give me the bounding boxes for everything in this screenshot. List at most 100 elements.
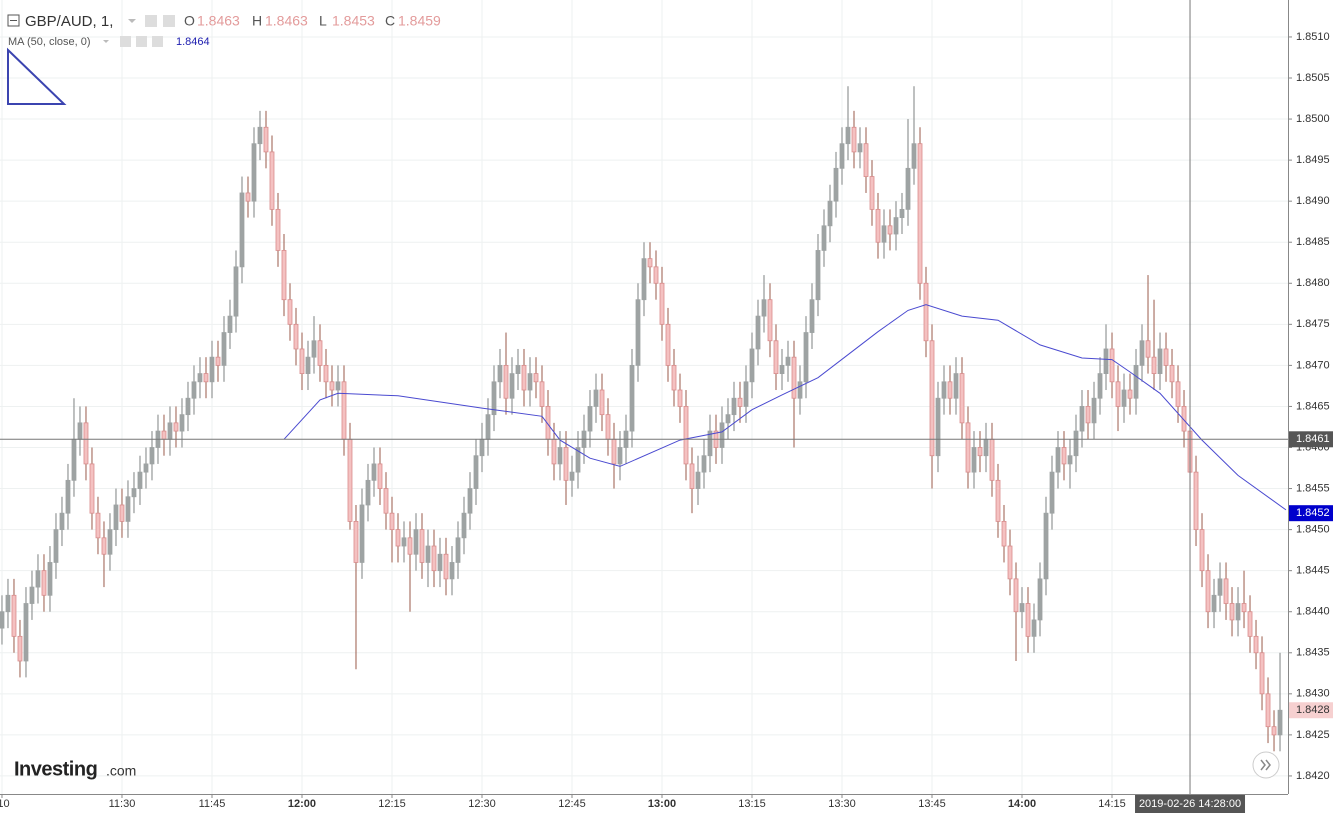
x-tick-label: 13:30 xyxy=(828,798,856,810)
candle-body xyxy=(761,299,767,317)
x-tick-label: 12:15 xyxy=(378,798,406,810)
candle-body xyxy=(1151,356,1157,374)
candle-body xyxy=(1067,455,1073,465)
candle-body xyxy=(689,463,695,489)
candle-body xyxy=(1007,545,1013,580)
candle-body xyxy=(1247,611,1253,637)
eye-icon[interactable] xyxy=(145,15,157,27)
candle-body xyxy=(257,126,263,145)
candle-body xyxy=(317,340,323,366)
candle-body xyxy=(701,455,707,473)
ma-label: MA (50, close, 0) xyxy=(8,36,91,48)
y-tick-label: 1.8420 xyxy=(1296,770,1330,782)
candle-body xyxy=(395,529,401,547)
candle-body xyxy=(599,389,605,416)
candle-body xyxy=(275,208,281,251)
candle-body xyxy=(551,438,557,465)
candle-body xyxy=(845,126,851,145)
y-tick-label: 1.8480 xyxy=(1296,277,1330,289)
y-tick-label: 1.8435 xyxy=(1296,647,1330,659)
candle-body xyxy=(953,373,959,399)
y-tick-label: 1.8465 xyxy=(1296,400,1330,412)
collapse-icon[interactable] xyxy=(7,14,20,27)
candle-body xyxy=(1271,726,1277,736)
candle-body xyxy=(617,447,623,465)
candle-body xyxy=(137,471,143,489)
ma-last-price-box xyxy=(1289,505,1333,522)
y-tick-label: 1.8455 xyxy=(1296,482,1330,494)
candle-body xyxy=(1043,512,1049,580)
candle-body xyxy=(1109,348,1115,383)
scroll-button[interactable] xyxy=(1252,751,1280,779)
last-price-box xyxy=(1289,702,1333,719)
candle-body xyxy=(641,258,647,301)
candle-body xyxy=(569,471,575,481)
candle-body xyxy=(83,422,89,465)
candle-body xyxy=(779,364,785,374)
candle-body xyxy=(521,364,527,391)
candle-body xyxy=(1061,447,1067,465)
caret[interactable] xyxy=(103,40,109,43)
candle-body xyxy=(833,167,839,202)
crosshair-price: 1.8461 xyxy=(1296,433,1330,445)
candle-body xyxy=(1259,652,1265,695)
candle-body xyxy=(977,447,983,457)
symbol: GBP/AUD, 1, xyxy=(25,13,113,30)
candle-body xyxy=(251,143,257,202)
low-value: 1.8453 xyxy=(332,13,375,29)
candle-body xyxy=(101,537,107,555)
y-tick-label: 1.8505 xyxy=(1296,72,1330,84)
candle-body xyxy=(1277,709,1283,736)
crosshair-time-box xyxy=(1135,795,1246,813)
eye-icon[interactable] xyxy=(120,36,131,47)
drawing-tool-triangle[interactable] xyxy=(7,47,67,105)
candle-body xyxy=(1025,603,1031,637)
candle-body xyxy=(149,447,155,465)
candle-body xyxy=(665,323,671,366)
y-tick-label: 1.8495 xyxy=(1296,154,1330,166)
candle-body xyxy=(473,455,479,489)
candle-body xyxy=(515,364,521,374)
x-tick-label: 12:00 xyxy=(288,798,316,810)
candle-body xyxy=(89,463,95,514)
candle-body xyxy=(755,315,761,350)
candle-body xyxy=(947,381,953,399)
candle-body xyxy=(1145,340,1151,358)
candle-body xyxy=(1049,471,1055,514)
close-label: C xyxy=(385,13,395,29)
candle-body xyxy=(653,266,659,284)
candle-body xyxy=(179,414,185,432)
x-tick-label: 11:45 xyxy=(199,798,226,810)
candle-body xyxy=(305,356,311,374)
candle-body xyxy=(857,143,863,153)
candle-body xyxy=(107,529,113,555)
candle-body xyxy=(191,381,197,399)
candles xyxy=(0,0,1288,794)
candle-body xyxy=(527,373,533,391)
candle-body xyxy=(125,496,131,522)
caret[interactable] xyxy=(128,19,136,23)
candle-body xyxy=(437,553,443,572)
candle-body xyxy=(1193,471,1199,531)
candle-body xyxy=(359,504,365,563)
candle-body xyxy=(1157,348,1163,374)
candle-body xyxy=(1163,348,1169,366)
candle-body xyxy=(323,364,329,383)
candle-body xyxy=(215,356,221,366)
candle-body xyxy=(629,364,635,432)
settings-icon[interactable] xyxy=(136,36,147,47)
close-icon[interactable] xyxy=(152,36,163,47)
candle-body xyxy=(989,438,995,481)
x-tick-label: 13:00 xyxy=(648,798,676,810)
candle-body xyxy=(923,282,929,342)
candle-body xyxy=(911,143,917,169)
candle-body xyxy=(587,406,593,432)
settings-icon[interactable] xyxy=(163,15,175,27)
x-tick-label: 13:45 xyxy=(918,798,946,810)
candle-body xyxy=(965,422,971,473)
candle-body xyxy=(281,250,287,301)
candle-body xyxy=(869,176,875,210)
candle-body xyxy=(479,438,485,457)
candle-body xyxy=(5,594,11,613)
candle-body xyxy=(971,447,977,473)
